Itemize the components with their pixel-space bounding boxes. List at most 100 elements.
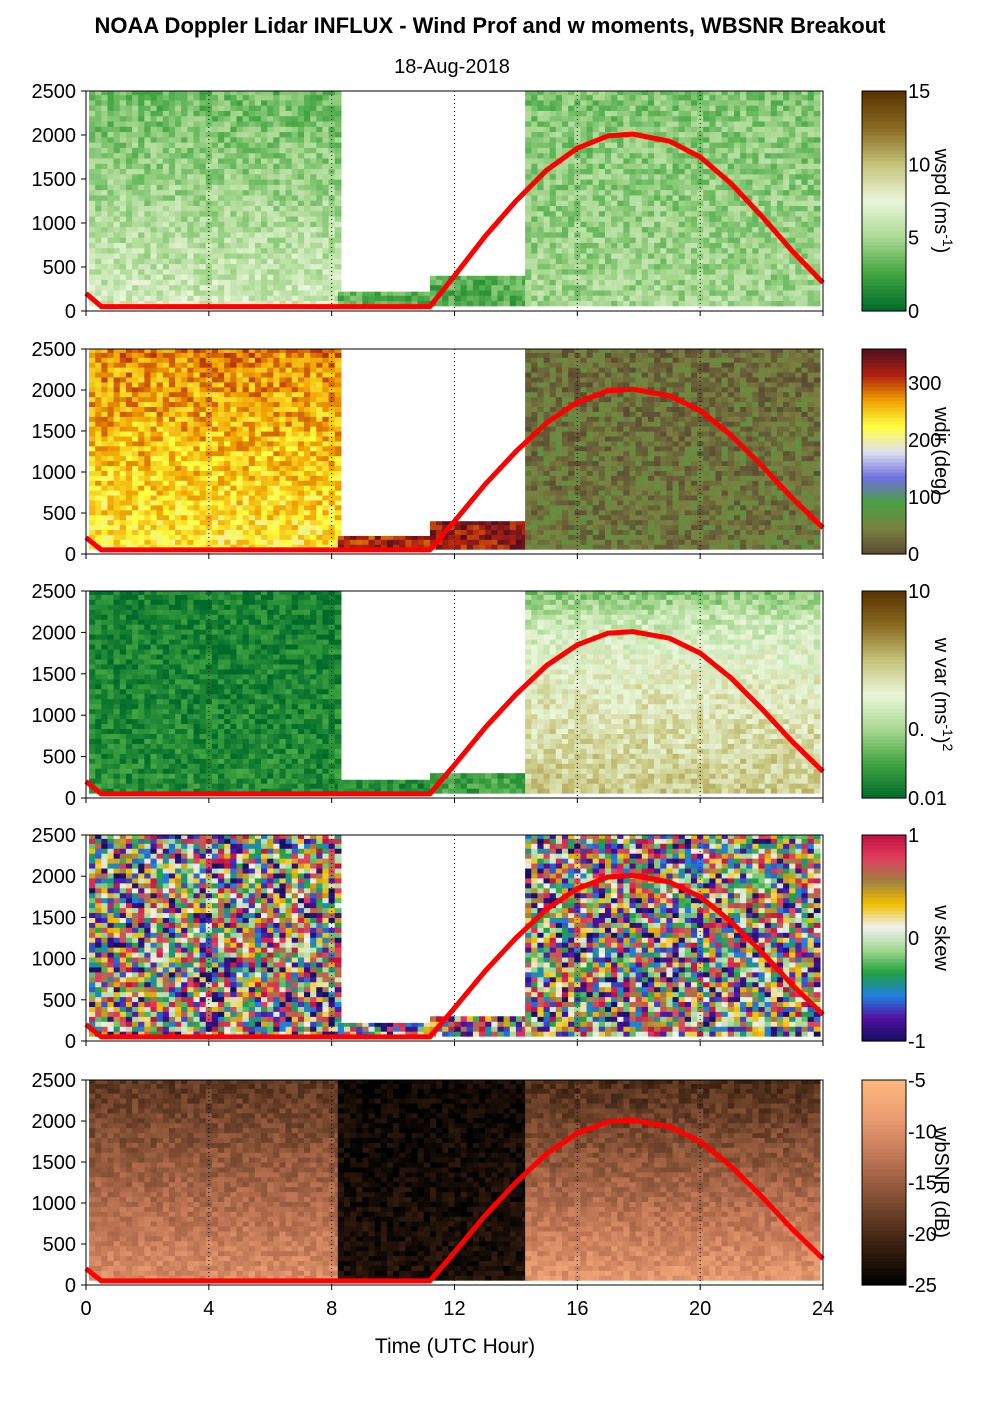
heatmap-cell [292,110,299,116]
heatmap-cell [150,253,157,259]
heatmap-cell [286,147,293,153]
heatmap-cell [101,174,108,180]
heatmap-cell [642,253,649,259]
heatmap-cell [181,95,188,101]
heatmap-cell [230,285,237,291]
heatmap-cell [587,200,594,206]
heatmap-cell [224,126,231,132]
heatmap-cell [249,490,256,496]
heatmap-cell [795,100,802,106]
heatmap-cell [193,95,200,101]
heatmap-cell [187,426,194,432]
heatmap-cell [120,505,127,511]
heatmap-cell [193,163,200,169]
heatmap-cell [580,237,587,243]
heatmap-cell [114,174,121,180]
heatmap-cell [611,200,618,206]
heatmap-cell [175,456,182,462]
heatmap-cell [175,372,182,378]
heatmap-cell [709,300,716,306]
heatmap-cell [230,392,237,398]
heatmap-cell [531,221,538,227]
heatmap-cell [236,216,243,222]
heatmap-cell [150,446,157,452]
heatmap-cell [537,147,544,153]
heatmap-cell [181,205,188,211]
heatmap-cell [212,352,219,358]
heatmap-cell [224,495,231,501]
heatmap-cell [175,168,182,174]
heatmap-cell [89,426,96,432]
heatmap-cell [310,184,317,190]
heatmap-cell [138,357,145,363]
heatmap-cell [636,105,643,111]
heatmap-cell [249,137,256,143]
heatmap-cell [230,510,237,516]
heatmap-cell [510,279,517,285]
heatmap-cell [224,485,231,491]
heatmap-cell [580,179,587,185]
heatmap-cell [808,237,815,243]
heatmap-cell [599,105,606,111]
heatmap-cell [734,274,741,280]
heatmap-cell [654,232,661,238]
heatmap-cell [163,465,170,471]
colorbar-swatch [862,296,906,300]
heatmap-cell [783,205,790,211]
heatmap-cell [405,295,412,301]
heatmap-cell [101,387,108,393]
heatmap-cell [808,174,815,180]
heatmap-cell [114,242,121,248]
heatmap-cell [765,168,772,174]
colorbar-swatch [862,109,906,113]
heatmap-cell [267,227,274,233]
heatmap-cell [150,279,157,285]
y-tick-label: 0 [65,301,76,323]
heatmap-cell [144,456,151,462]
heatmap-cell [181,470,188,476]
heatmap-cell [722,158,729,164]
heatmap-cell [169,397,176,403]
heatmap-cell [795,216,802,222]
heatmap-cell [654,147,661,153]
heatmap-cell [802,179,809,185]
heatmap-cell [636,184,643,190]
heatmap-cell [734,263,741,269]
heatmap-cell [261,158,268,164]
heatmap-cell [224,465,231,471]
heatmap-cell [814,95,821,101]
heatmap-cell [611,190,618,196]
heatmap-cell [556,211,563,217]
heatmap-cell [691,258,698,264]
heatmap-cell [685,174,692,180]
heatmap-cell [550,211,557,217]
heatmap-cell [150,100,157,106]
heatmap-cell [310,221,317,227]
heatmap-cell [765,131,772,137]
heatmap-cell [175,401,182,407]
colorbar-swatch [862,98,906,102]
heatmap-cell [212,131,219,137]
heatmap-cell [654,100,661,106]
heatmap-cell [544,211,551,217]
heatmap-cell [108,470,115,476]
colorbar-swatch [862,106,906,110]
heatmap-cell [212,248,219,254]
heatmap-cell [722,121,729,127]
heatmap-cell [461,279,468,285]
heatmap-cell [777,285,784,291]
heatmap-cell [261,253,268,259]
heatmap-cell [144,174,151,180]
heatmap-cell [673,121,680,127]
heatmap-cell [292,131,299,137]
heatmap-cell [335,237,342,243]
heatmap-cell [144,362,151,368]
heatmap-cell [243,382,250,388]
heatmap-cell [255,274,262,280]
heatmap-cell [399,295,406,301]
heatmap-cell [617,285,624,291]
heatmap-cell [101,406,108,412]
heatmap-cell [740,174,747,180]
heatmap-cell [611,216,618,222]
heatmap-cell [157,248,164,254]
